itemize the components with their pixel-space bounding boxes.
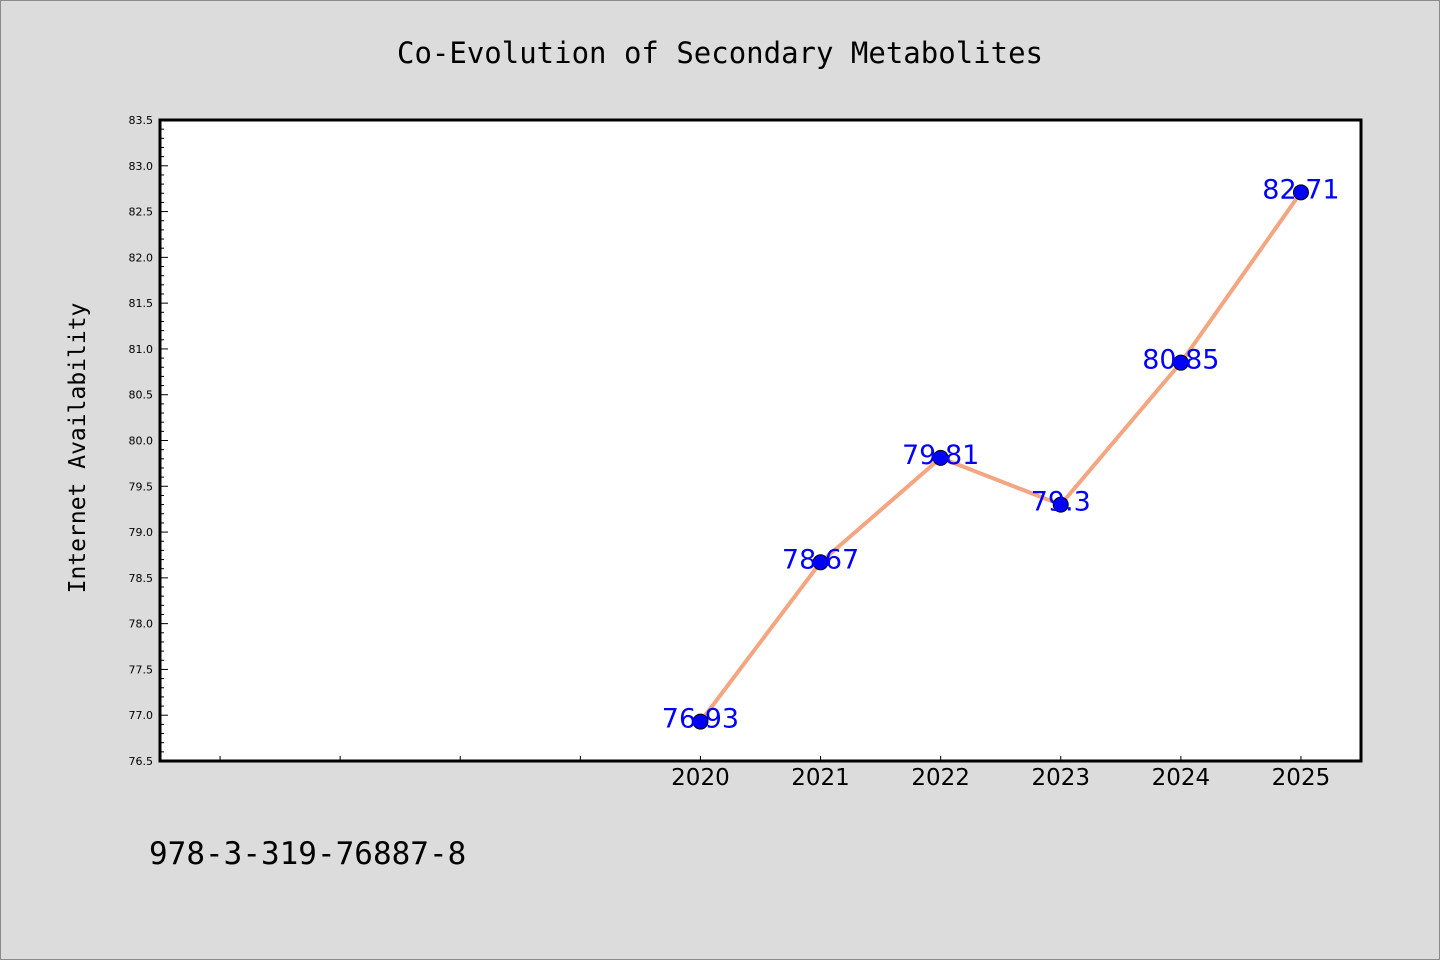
y-axis: 76.5 77.0 77.5 78.0 78.5 79.0 79.5 80.0 80.5 81.0… [129, 114, 168, 768]
x-tick-label: 2024 [1152, 765, 1211, 791]
y-tick-label: 82.5 [129, 206, 154, 219]
y-tick-label: 80.5 [129, 389, 154, 402]
x-tick-label: 2023 [1031, 765, 1090, 791]
x-tick-label: 2020 [671, 765, 730, 791]
y-tick-label: 82.0 [129, 251, 154, 264]
y-tick-label: 79.5 [129, 480, 154, 493]
chart-title: Co-Evolution of Secondary Metabolites [397, 36, 1043, 70]
x-tick-label: 2022 [911, 765, 970, 791]
y-tick-label: 81.0 [129, 343, 154, 356]
plot-frame [158, 118, 1363, 763]
y-tick-label: 78.0 [129, 618, 154, 631]
data-label-2020: 76.93 [662, 704, 739, 735]
y-tick-label: 76.5 [129, 755, 154, 768]
y-tick-label: 77.0 [129, 709, 154, 722]
data-point-2023 [1052, 496, 1069, 513]
data-label-2025: 82.71 [1262, 174, 1339, 205]
series-line [698, 191, 1303, 723]
data-labels: 76.93 78.67 79.81 79.3 80.85 82.71 [662, 174, 1340, 734]
y-tick-label: 77.5 [129, 663, 154, 676]
y-tick-label: 81.5 [129, 297, 154, 310]
x-tick-label: 2025 [1272, 765, 1331, 791]
plot-area [160, 120, 1361, 761]
data-point-2021 [812, 554, 829, 571]
x-axis: 2020 2021 2022 2023 2024 2025 [219, 756, 1331, 791]
data-point-2024 [1172, 354, 1189, 371]
x-tick-label: 2021 [791, 765, 850, 791]
y-tick-label: 80.0 [129, 435, 154, 448]
data-label-2022: 79.81 [902, 440, 979, 471]
data-point-2025 [1292, 184, 1309, 201]
series-line-group [698, 191, 1303, 723]
footer-code: 978-3-319-76887-8 [149, 836, 466, 872]
y-tick-label: 83.0 [129, 160, 154, 173]
data-point-2022 [932, 449, 949, 466]
data-points [692, 184, 1309, 730]
data-label-2023: 79.3 [1031, 487, 1091, 518]
y-tick-label: 78.5 [129, 572, 154, 585]
data-label-2021: 78.67 [782, 544, 859, 575]
y-tick-label: 83.5 [129, 114, 154, 127]
data-point-2020 [692, 713, 709, 730]
y-axis-label: Internet Availability [65, 303, 91, 594]
data-label-2024: 80.85 [1142, 345, 1219, 376]
y-tick-label: 79.0 [129, 526, 154, 539]
